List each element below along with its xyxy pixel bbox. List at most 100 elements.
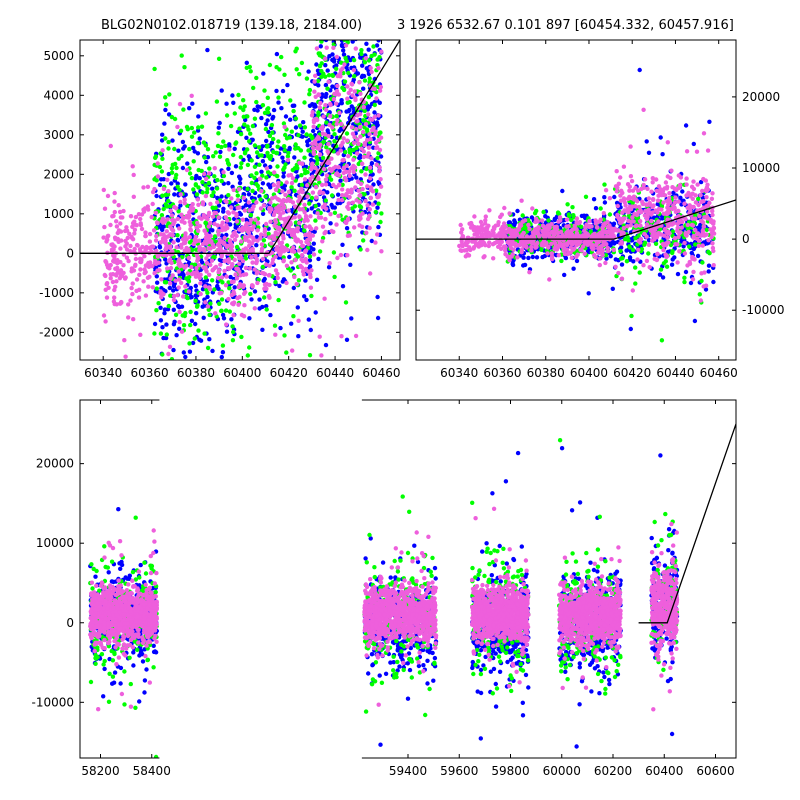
data-point-pink [549, 256, 555, 262]
data-point-blue [274, 51, 280, 57]
data-point-pink [123, 244, 128, 249]
data-point-pink [132, 219, 137, 224]
data-point-pink [142, 270, 147, 276]
data-point-pink [329, 156, 334, 161]
data-point-green [340, 20, 344, 24]
data-point-pink [235, 205, 240, 211]
data-point-pink [335, 255, 340, 261]
data-point-green [682, 275, 687, 280]
data-point-blue [244, 135, 249, 140]
data-point-green [583, 194, 589, 199]
data-point-blue [195, 151, 201, 156]
data-point-pink [155, 254, 161, 259]
data-point-pink [121, 208, 126, 214]
data-point-blue [300, 129, 305, 134]
data-point-green [258, 197, 263, 202]
data-point-pink [320, 204, 326, 210]
data-point-pink [329, 168, 334, 174]
data-point-pink [326, 141, 331, 147]
data-point-pink [357, 223, 362, 228]
data-point-pink [585, 239, 590, 244]
data-point-green [248, 69, 253, 74]
data-point-green [211, 205, 216, 211]
data-point-green [276, 95, 281, 100]
data-point-pink [149, 263, 154, 269]
data-point-blue [163, 257, 168, 262]
data-point-pink [661, 247, 666, 253]
data-point-blue [311, 247, 316, 252]
data-point-pink [574, 216, 580, 221]
data-point-pink [348, 190, 354, 195]
data-point-blue [260, 181, 266, 186]
data-point-blue [247, 203, 252, 208]
data-point-green [238, 165, 243, 170]
data-point-pink [599, 244, 604, 249]
data-point-pink [297, 248, 302, 253]
data-point-pink [178, 192, 183, 197]
data-point-pink [215, 200, 220, 205]
data-point-pink [269, 241, 274, 246]
data-point-green [351, 147, 356, 153]
data-point-blue [689, 250, 694, 256]
data-point-pink [242, 303, 247, 308]
data-point-blue [205, 155, 211, 160]
data-point-blue [164, 322, 169, 327]
data-point-pink [569, 255, 574, 260]
data-point-green [307, 92, 312, 97]
data-point-pink [139, 258, 144, 263]
data-point-pink [322, 296, 327, 301]
data-point-green [693, 242, 698, 247]
data-point-pink [369, 69, 374, 75]
data-point-blue [171, 347, 176, 353]
data-point-pink [498, 246, 504, 251]
data-point-blue [280, 155, 285, 160]
data-point-pink [150, 285, 155, 290]
data-point-green [188, 309, 193, 315]
data-point-pink [368, 187, 374, 193]
data-point-pink [309, 164, 315, 169]
data-point-green [248, 212, 254, 218]
data-point-pink [341, 157, 346, 163]
data-point-pink [516, 243, 521, 248]
data-point-pink [365, 247, 370, 253]
data-point-pink [549, 251, 555, 256]
data-point-blue [298, 557, 302, 561]
data-point-blue [278, 325, 283, 331]
data-point-pink [629, 178, 635, 184]
data-point-green [324, 145, 329, 150]
wide-light-curve-panel: 60340 60360 60380 60400 60420 60440 60460-1000… [415, 39, 785, 380]
data-point-green [271, 136, 276, 142]
data-point-pink [124, 255, 130, 260]
data-point-pink [259, 188, 264, 194]
data-point-blue [260, 159, 266, 164]
data-point-pink [222, 258, 227, 264]
data-point-pink [223, 198, 228, 204]
data-point-pink [201, 247, 207, 252]
data-point-pink [326, 160, 332, 166]
data-point-pink [506, 254, 511, 260]
data-point-green [187, 171, 193, 176]
data-point-green [246, 127, 251, 132]
data-point-blue [341, 48, 346, 53]
data-point-pink [182, 248, 187, 253]
data-point-pink [537, 234, 542, 239]
data-point-pink [291, 245, 296, 250]
data-point-green [646, 251, 651, 256]
data-point-pink [288, 221, 293, 227]
data-point-pink [250, 227, 255, 232]
data-point-pink [146, 207, 151, 212]
data-point-pink [379, 49, 384, 54]
data-point-pink [630, 288, 635, 293]
data-point-green [284, 136, 290, 141]
data-point-blue [369, 238, 374, 244]
data-point-blue [330, 84, 335, 89]
data-point-blue [260, 144, 265, 149]
data-point-pink [259, 248, 264, 254]
data-point-pink [272, 170, 277, 175]
data-point-pink [184, 237, 189, 242]
data-point-pink [606, 229, 611, 235]
data-point-pink [179, 329, 185, 334]
data-point-blue [301, 120, 306, 125]
data-point-green [361, 118, 366, 123]
data-point-blue [216, 125, 221, 130]
